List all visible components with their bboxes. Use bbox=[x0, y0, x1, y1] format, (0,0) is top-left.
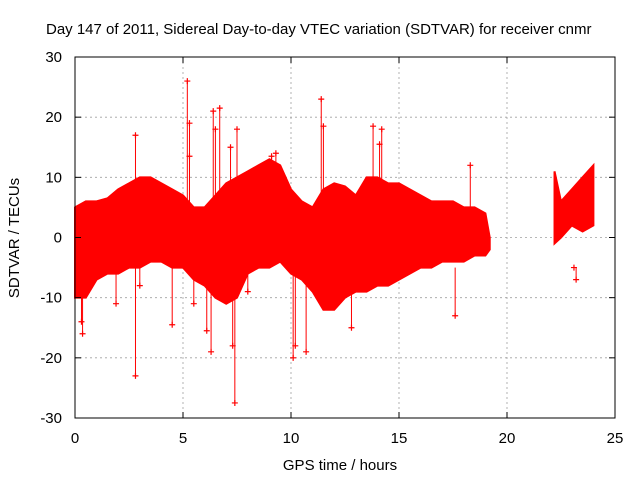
x-tick-label: 20 bbox=[499, 430, 516, 447]
y-tick-label: 10 bbox=[45, 169, 62, 186]
outlier-marker bbox=[190, 300, 197, 307]
outlier-marker bbox=[348, 324, 355, 331]
outlier-marker bbox=[132, 372, 139, 379]
outlier-marker bbox=[227, 144, 234, 151]
outlier-marker bbox=[376, 141, 383, 148]
outlier-marker bbox=[272, 150, 279, 157]
y-tick-label: 0 bbox=[54, 230, 62, 247]
outlier-marker bbox=[570, 264, 577, 271]
data-envelope-segment-2 bbox=[553, 162, 595, 246]
outlier-marker bbox=[573, 276, 580, 283]
outlier-marker bbox=[79, 330, 86, 337]
y-tick-label: 30 bbox=[45, 49, 62, 66]
outlier-marker bbox=[320, 123, 327, 130]
x-axis-label: GPS time / hours bbox=[283, 457, 397, 474]
outlier-marker bbox=[378, 126, 385, 133]
outlier-marker bbox=[234, 126, 240, 133]
outlier-marker bbox=[370, 123, 377, 130]
outlier-marker bbox=[136, 282, 143, 289]
outlier-marker bbox=[184, 78, 191, 85]
ticklabel-layer: 0 5 10 15 20 25 -30 -20 -10 0 10 20 30 bbox=[40, 49, 623, 447]
outlier-marker bbox=[169, 321, 176, 328]
outlier-marker bbox=[78, 318, 85, 325]
y-axis-label: SDTVAR / TECUs bbox=[6, 178, 23, 298]
outlier-marker bbox=[208, 348, 215, 355]
outlier-marker bbox=[290, 354, 297, 361]
x-tick-label: 25 bbox=[607, 430, 624, 447]
outlier-marker bbox=[210, 108, 217, 115]
outlier-marker bbox=[186, 120, 193, 127]
y-tick-label: -30 bbox=[40, 410, 62, 427]
outlier-marker bbox=[216, 105, 223, 112]
outlier-marker bbox=[113, 300, 120, 307]
data-layer bbox=[74, 78, 595, 406]
outlier-marker bbox=[303, 348, 310, 355]
data-envelope bbox=[74, 158, 491, 311]
outlier-marker bbox=[132, 132, 139, 139]
outlier-marker bbox=[452, 312, 459, 319]
y-tick-label: -10 bbox=[40, 290, 62, 307]
outlier-marker bbox=[268, 153, 275, 160]
outlier-marker bbox=[186, 153, 193, 160]
outlier-marker bbox=[203, 327, 210, 334]
x-tick-label: 5 bbox=[179, 430, 187, 447]
x-tick-label: 0 bbox=[71, 430, 79, 447]
chart-title: Day 147 of 2011, Sidereal Day-to-day VTE… bbox=[46, 21, 591, 38]
x-tick-label: 10 bbox=[283, 430, 300, 447]
x-tick-label: 15 bbox=[391, 430, 408, 447]
outlier-marker bbox=[231, 399, 238, 406]
outlier-marker bbox=[244, 288, 251, 295]
outlier-marker bbox=[318, 96, 325, 103]
y-tick-label: -20 bbox=[40, 350, 62, 367]
y-tick-label: 20 bbox=[45, 109, 62, 126]
outlier-marker bbox=[467, 162, 474, 169]
tick-layer bbox=[74, 56, 616, 419]
outlier-marker bbox=[212, 126, 219, 133]
